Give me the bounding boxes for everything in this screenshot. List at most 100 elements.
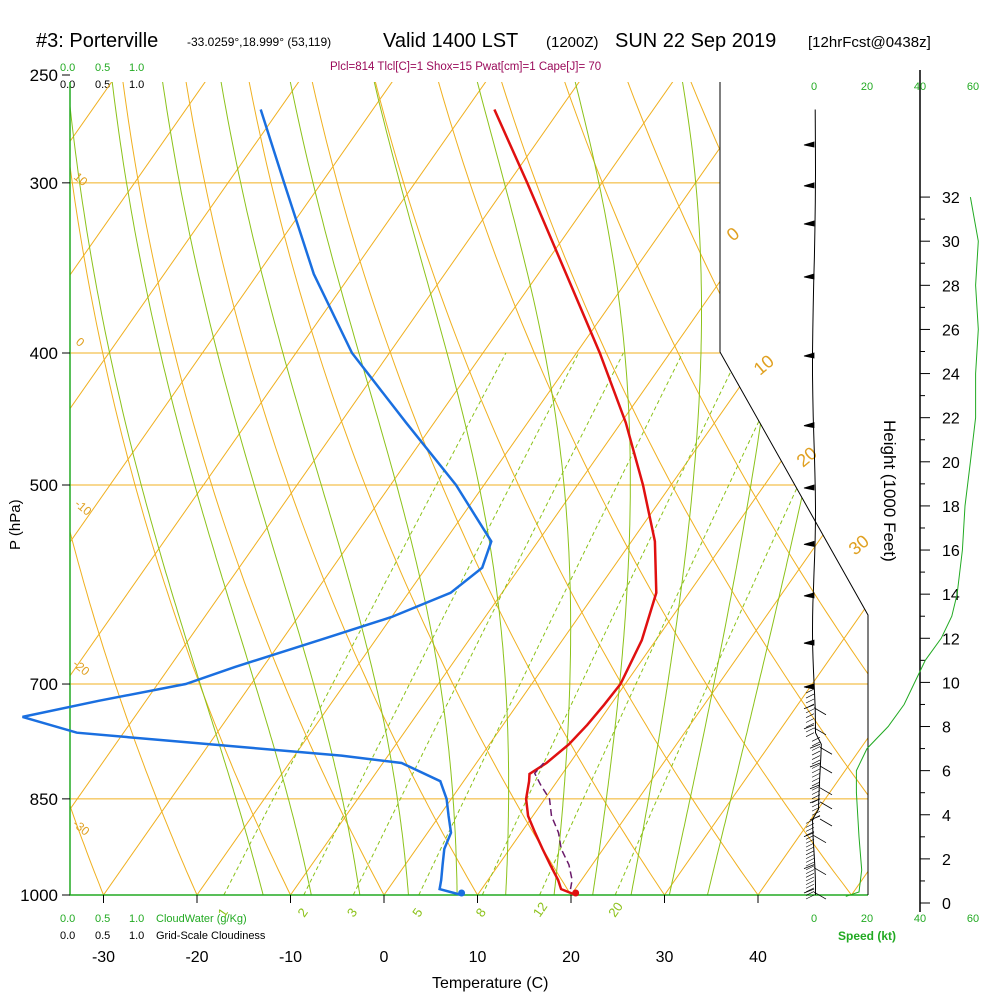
wind-barb-tick	[805, 883, 815, 889]
surface-temperature-marker	[572, 889, 580, 897]
wind-barb-tick	[811, 785, 821, 791]
height-tick-label: 26	[942, 322, 960, 339]
wind-barb	[803, 540, 815, 547]
wind-speed-bottom-tick: 20	[861, 913, 873, 925]
wind-barb-tick	[805, 683, 815, 689]
wind-barb-tick	[805, 703, 815, 709]
x-tick-label: -20	[185, 949, 208, 966]
isotherm	[196, 82, 772, 895]
dry-adiabat-label-left: 10	[71, 170, 90, 190]
x-tick-label: 0	[380, 949, 389, 966]
dry-adiabat	[678, 82, 868, 895]
wind-barb	[803, 273, 815, 280]
p-tick-label: 850	[30, 790, 58, 809]
mixing-ratio-label: 5	[409, 905, 425, 920]
wind-speed-top-tick: 20	[861, 81, 873, 93]
x-axis-label: Temperature (C)	[432, 975, 548, 992]
isotherm	[70, 82, 585, 895]
isotherm	[477, 82, 868, 895]
moist-adiabat	[662, 82, 788, 895]
wind-barb-tick	[805, 858, 815, 863]
wind-barb-tick	[811, 741, 821, 747]
wind-barb	[803, 888, 827, 900]
svg-text:0.0: 0.0	[60, 62, 75, 74]
right-frame	[719, 82, 869, 895]
height-tick-label: 6	[942, 764, 951, 781]
height-tick-label: 2	[942, 852, 951, 869]
svg-text:0.5: 0.5	[95, 62, 110, 74]
wind-barb-tick	[805, 887, 815, 893]
mixing-ratio-label: 3	[344, 905, 360, 920]
isotherm	[757, 82, 868, 895]
wind-barb	[803, 141, 815, 148]
dry-adiabat-label-left: -10	[72, 497, 95, 519]
cloudiness-top-ticks: 0.0 0.5 1.0	[60, 79, 144, 91]
height-tick-label: 4	[942, 808, 951, 825]
mixing-ratio-label: 20	[605, 899, 626, 919]
wind-barb-tick	[805, 823, 815, 828]
p-tick-label: 1000	[20, 886, 58, 905]
moist-adiabat	[366, 82, 510, 895]
dry-adiabat-label-left: -20	[70, 657, 93, 679]
svg-text:1.0: 1.0	[129, 62, 144, 74]
svg-text:1.0: 1.0	[129, 930, 144, 942]
wind-speed-bottom-tick: 60	[967, 913, 979, 925]
mixing-ratio-line	[223, 352, 507, 895]
moist-adiabat	[566, 82, 631, 895]
wind-barb	[803, 864, 827, 876]
wind-barb	[803, 484, 815, 491]
wind-barb	[803, 182, 815, 189]
p-tick-label: 700	[30, 675, 58, 694]
height-tick-label: 22	[942, 411, 960, 428]
wind-barb-tick	[805, 894, 815, 900]
wind-barb-tick	[805, 865, 815, 871]
height-tick-label: 16	[942, 543, 960, 560]
wind-barb-tick	[805, 819, 815, 824]
wind-barb-tick	[805, 869, 815, 874]
wind-barb-tick	[805, 891, 815, 896]
dry-adiabat	[305, 82, 685, 895]
dry-adiabat	[70, 82, 306, 895]
parcel-path	[533, 762, 573, 890]
height-tick-label: 20	[942, 455, 960, 472]
wind-barb-tick	[805, 880, 815, 885]
wind-barb	[803, 724, 827, 736]
svg-text:0.0: 0.0	[60, 79, 75, 91]
surface-dewpoint-marker	[458, 889, 466, 897]
wind-barb-tick	[811, 802, 821, 808]
mixing-ratio-line	[614, 352, 860, 895]
dry-adiabat	[0, 51, 20, 924]
title-forecast: [12hrFcst@0438z]	[808, 34, 931, 51]
p-tick-label: 250	[30, 66, 58, 85]
wind-speed-top-tick: 0	[811, 81, 817, 93]
dry-adiabat-label: 30	[845, 531, 873, 559]
title-valid: Valid 1400 LST	[383, 30, 518, 52]
cloudiness-bottom-ticks: 0.0 0.5 1.0 Grid-Scale Cloudiness	[60, 930, 266, 942]
wind-barb-tick	[811, 798, 821, 804]
wind-barb	[803, 639, 815, 646]
wind-barb-tick	[811, 746, 821, 751]
title-zulu: (1200Z)	[546, 34, 599, 51]
wind-barb	[803, 592, 815, 599]
wind-speed-bottom-tick: 40	[914, 913, 926, 925]
dry-adiabat	[553, 82, 868, 895]
wind-barb-tick	[805, 727, 815, 733]
wind-barb-tick	[811, 806, 821, 812]
moist-adiabat	[157, 82, 365, 895]
height-tick-label: 10	[942, 675, 960, 692]
wind-barb-tick	[805, 846, 815, 852]
p-tick-label: 300	[30, 174, 58, 193]
wind-barb-tick	[811, 773, 821, 778]
wind-barb-tick	[811, 759, 821, 765]
wind-barb-tick	[811, 750, 821, 756]
x-tick-label: -30	[92, 949, 115, 966]
isotherm	[70, 82, 304, 895]
height-axis-label: Height (1000 Feet)	[880, 420, 899, 562]
wind-speed-label: Speed (kt)	[838, 929, 896, 943]
svg-text:1.0: 1.0	[129, 913, 144, 925]
wind-speed-profile	[845, 197, 979, 897]
dry-adiabat-label: 10	[750, 351, 778, 379]
wind-barb-tick	[805, 850, 815, 856]
